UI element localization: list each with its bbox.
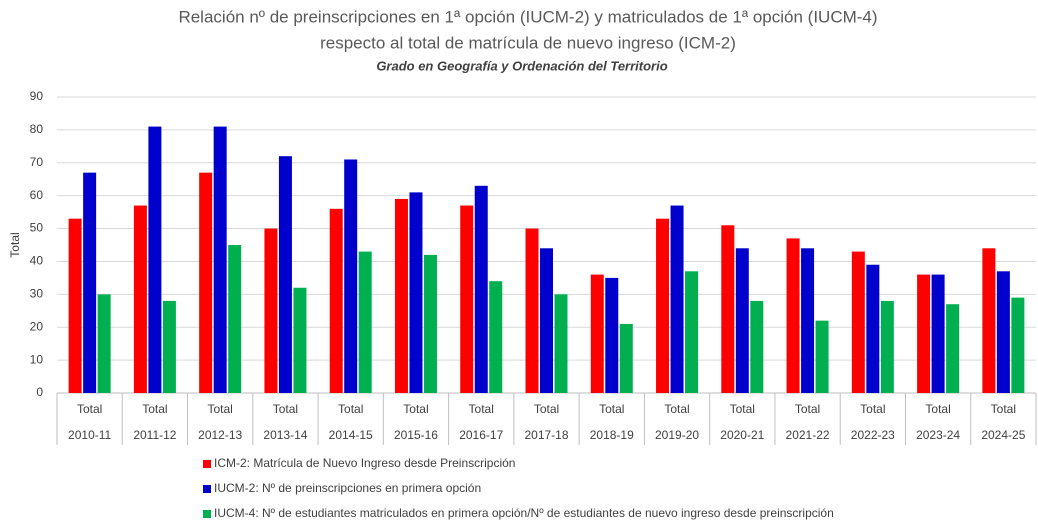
bar	[786, 238, 800, 393]
chart-subtitle: Grado en Geografía y Ordenación del Terr…	[376, 58, 667, 73]
x-tick-label: Total	[142, 402, 167, 416]
x-tick-label: Total	[860, 402, 885, 416]
y-tick-label: 40	[30, 254, 44, 268]
x-tick-label: Total	[207, 402, 232, 416]
bar	[409, 192, 423, 393]
bar	[474, 185, 488, 393]
bar	[735, 248, 749, 393]
x-group-label: 2013-14	[263, 428, 307, 442]
bar	[162, 300, 176, 393]
legend-label: ICM-2: Matrícula de Nuevo Ingreso desde …	[214, 456, 515, 470]
y-axis-label: Total	[8, 232, 22, 257]
bar	[460, 205, 474, 393]
y-tick-label: 70	[30, 155, 44, 169]
bar	[917, 274, 931, 393]
bar	[815, 320, 829, 393]
bar	[866, 264, 880, 393]
x-group-label: 2012-13	[198, 428, 242, 442]
y-tick-label: 90	[30, 89, 44, 103]
x-group-label: 2023-24	[916, 428, 960, 442]
bar	[213, 126, 227, 393]
legend-label: IUCM-2: Nº de preinscripciones en primer…	[214, 481, 481, 495]
x-group-label: 2011-12	[133, 428, 176, 442]
x-tick-label: Total	[599, 402, 624, 416]
bar	[801, 248, 815, 393]
bar	[358, 251, 372, 393]
bar	[605, 277, 619, 393]
bar	[685, 271, 699, 393]
x-group-label: 2017-18	[524, 428, 568, 442]
x-group-label: 2010-11	[68, 428, 111, 442]
bar	[880, 300, 894, 393]
bar	[851, 251, 865, 393]
y-tick-label: 50	[30, 221, 44, 235]
chart-title: Relación nº de preinscripciones en 1ª op…	[178, 7, 877, 26]
x-tick-label: Total	[77, 402, 102, 416]
bar	[264, 228, 278, 393]
legend-label: IUCM-4: Nº de estudiantes matriculados e…	[214, 506, 834, 520]
bar	[721, 225, 735, 393]
bar	[97, 294, 111, 393]
bar	[68, 218, 82, 393]
legend-swatch	[203, 510, 211, 518]
x-tick-label: Total	[338, 402, 363, 416]
x-group-label: 2020-21	[720, 428, 764, 442]
bar	[656, 218, 670, 393]
bar	[554, 294, 568, 393]
x-group-label: 2015-16	[394, 428, 438, 442]
y-tick-label: 30	[30, 287, 44, 301]
bar	[394, 198, 408, 393]
bar	[199, 172, 213, 393]
bar	[670, 205, 684, 393]
bar	[931, 274, 945, 393]
bar	[329, 208, 343, 393]
y-tick-label: 60	[30, 188, 44, 202]
chart-title-line2: respecto al total de matrícula de nuevo …	[320, 33, 736, 52]
bar	[590, 274, 604, 393]
bar	[148, 126, 162, 393]
bar	[423, 254, 437, 393]
x-tick-label: Total	[664, 402, 689, 416]
y-tick-label: 0	[36, 385, 43, 399]
x-group-label: 2014-15	[329, 428, 373, 442]
x-tick-label: Total	[730, 402, 755, 416]
bar	[619, 323, 633, 393]
bar	[293, 287, 307, 393]
bar	[344, 159, 358, 393]
x-tick-label: Total	[403, 402, 428, 416]
bar	[1011, 297, 1025, 393]
bar	[278, 156, 292, 393]
x-tick-label: Total	[795, 402, 820, 416]
x-group-label: 2021-22	[786, 428, 830, 442]
bar	[133, 205, 147, 393]
y-tick-label: 10	[30, 352, 44, 366]
bar	[540, 248, 553, 393]
bar	[996, 271, 1010, 393]
x-group-label: 2016-17	[459, 428, 503, 442]
bar	[750, 300, 764, 393]
bar	[946, 304, 960, 393]
bar	[489, 281, 503, 393]
x-group-label: 2018-19	[590, 428, 634, 442]
x-tick-label: Total	[991, 402, 1016, 416]
x-tick-label: Total	[925, 402, 950, 416]
x-group-label: 2022-23	[851, 428, 895, 442]
y-tick-label: 80	[30, 122, 44, 136]
bar	[83, 172, 97, 393]
legend-swatch	[203, 460, 211, 468]
legend-swatch	[203, 485, 211, 493]
x-tick-label: Total	[534, 402, 559, 416]
bar	[525, 228, 539, 393]
x-group-label: 2024-25	[981, 428, 1025, 442]
x-tick-label: Total	[469, 402, 494, 416]
bar	[982, 248, 996, 393]
x-group-label: 2019-20	[655, 428, 699, 442]
x-tick-label: Total	[273, 402, 298, 416]
bar	[228, 245, 242, 393]
y-tick-label: 20	[30, 319, 44, 333]
